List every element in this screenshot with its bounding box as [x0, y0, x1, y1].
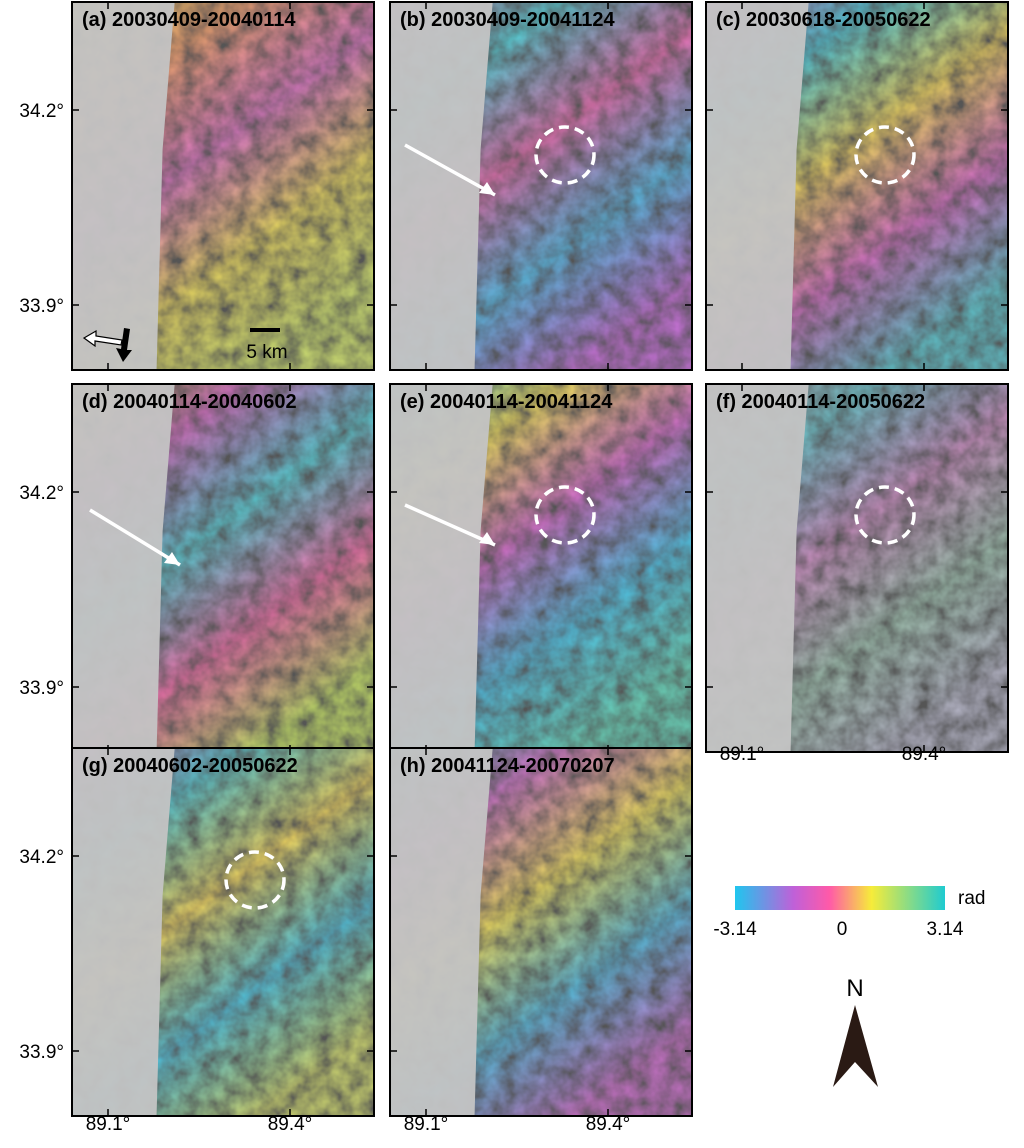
panel: (g) 20040602-20050622: [71, 747, 375, 1117]
shaded-relief: [706, 384, 809, 752]
panel-frame: [705, 383, 1009, 753]
panel-title: (h) 20041124-20070207: [400, 755, 615, 777]
arrow: [89, 508, 181, 567]
lon-label: 89.4°: [268, 1114, 313, 1135]
colorbar-max: 3.14: [927, 919, 964, 940]
lat-label: 34.2°: [19, 483, 64, 504]
shaded-relief: [72, 384, 175, 752]
look-arrow: [82, 329, 123, 348]
panel: (b) 20030409-20041124: [389, 1, 693, 371]
lon-label: 89.4°: [586, 1114, 631, 1135]
panel-frame: [389, 747, 693, 1117]
panel-frame: [71, 1, 375, 371]
panel: (e) 20040114-20041124: [389, 383, 693, 753]
colorbar-unit: rad: [958, 888, 985, 909]
panel: (h) 20041124-20070207: [389, 747, 693, 1117]
panel-frame: [705, 1, 1009, 371]
shaded-relief: [390, 748, 493, 1116]
panel-title: (g) 20040602-20050622: [82, 755, 298, 777]
shaded-relief: [72, 2, 175, 370]
panel-title: (b) 20030409-20041124: [400, 9, 615, 31]
panel: (c) 20030618-20050622: [705, 1, 1009, 371]
lon-label: 89.4°: [902, 744, 947, 765]
colorbar: [735, 886, 945, 910]
panel-title: (e) 20040114-20041124: [400, 391, 613, 413]
panels: (a) 20030409-20040114 (b) 20030409-200411…: [71, 1, 1009, 1117]
north-label: N: [846, 975, 863, 1002]
shaded-relief: [706, 2, 809, 370]
dashed-circle: [224, 850, 286, 910]
dashed-circle: [854, 125, 916, 185]
lon-label: 89.1°: [86, 1114, 131, 1135]
lat-label: 34.2°: [19, 847, 64, 868]
colorbar-mid: 0: [837, 919, 848, 940]
dashed-circle: [534, 485, 596, 545]
lon-label: 89.1°: [720, 744, 765, 765]
panel-frame: [389, 1, 693, 371]
lat-label: 34.2°: [19, 101, 64, 122]
arrow-head: [479, 182, 495, 195]
panel-title: (d) 20040114-20040602: [82, 391, 297, 413]
arrow: [404, 143, 496, 197]
lat-label: 33.9°: [19, 296, 64, 317]
panel: (f) 20040114-20050622: [705, 383, 1009, 753]
arrow: [404, 503, 496, 547]
flight-arrow: [116, 328, 132, 362]
arrow-head: [479, 532, 495, 545]
panel-title: (f) 20040114-20050622: [716, 391, 925, 413]
shaded-relief: [72, 748, 175, 1116]
scale-label: 5 km: [246, 342, 287, 363]
panel-frame: [71, 747, 375, 1117]
colorbar-min: -3.14: [713, 919, 757, 940]
north-arrow: [833, 1005, 878, 1087]
panel-title: (c) 20030618-20050622: [716, 9, 931, 31]
arrow-head: [164, 552, 180, 565]
lat-label: 33.9°: [19, 1042, 64, 1063]
dashed-circle: [854, 485, 916, 545]
shaded-relief: [390, 384, 493, 752]
panel-title: (a) 20030409-20040114: [82, 9, 296, 31]
lat-label: 33.9°: [19, 678, 64, 699]
panel: (d) 20040114-20040602: [71, 383, 375, 753]
panel: (a) 20030409-20040114: [71, 1, 375, 371]
dashed-circle: [534, 125, 596, 185]
shaded-relief: [390, 2, 493, 370]
lon-label: 89.1°: [404, 1114, 449, 1135]
